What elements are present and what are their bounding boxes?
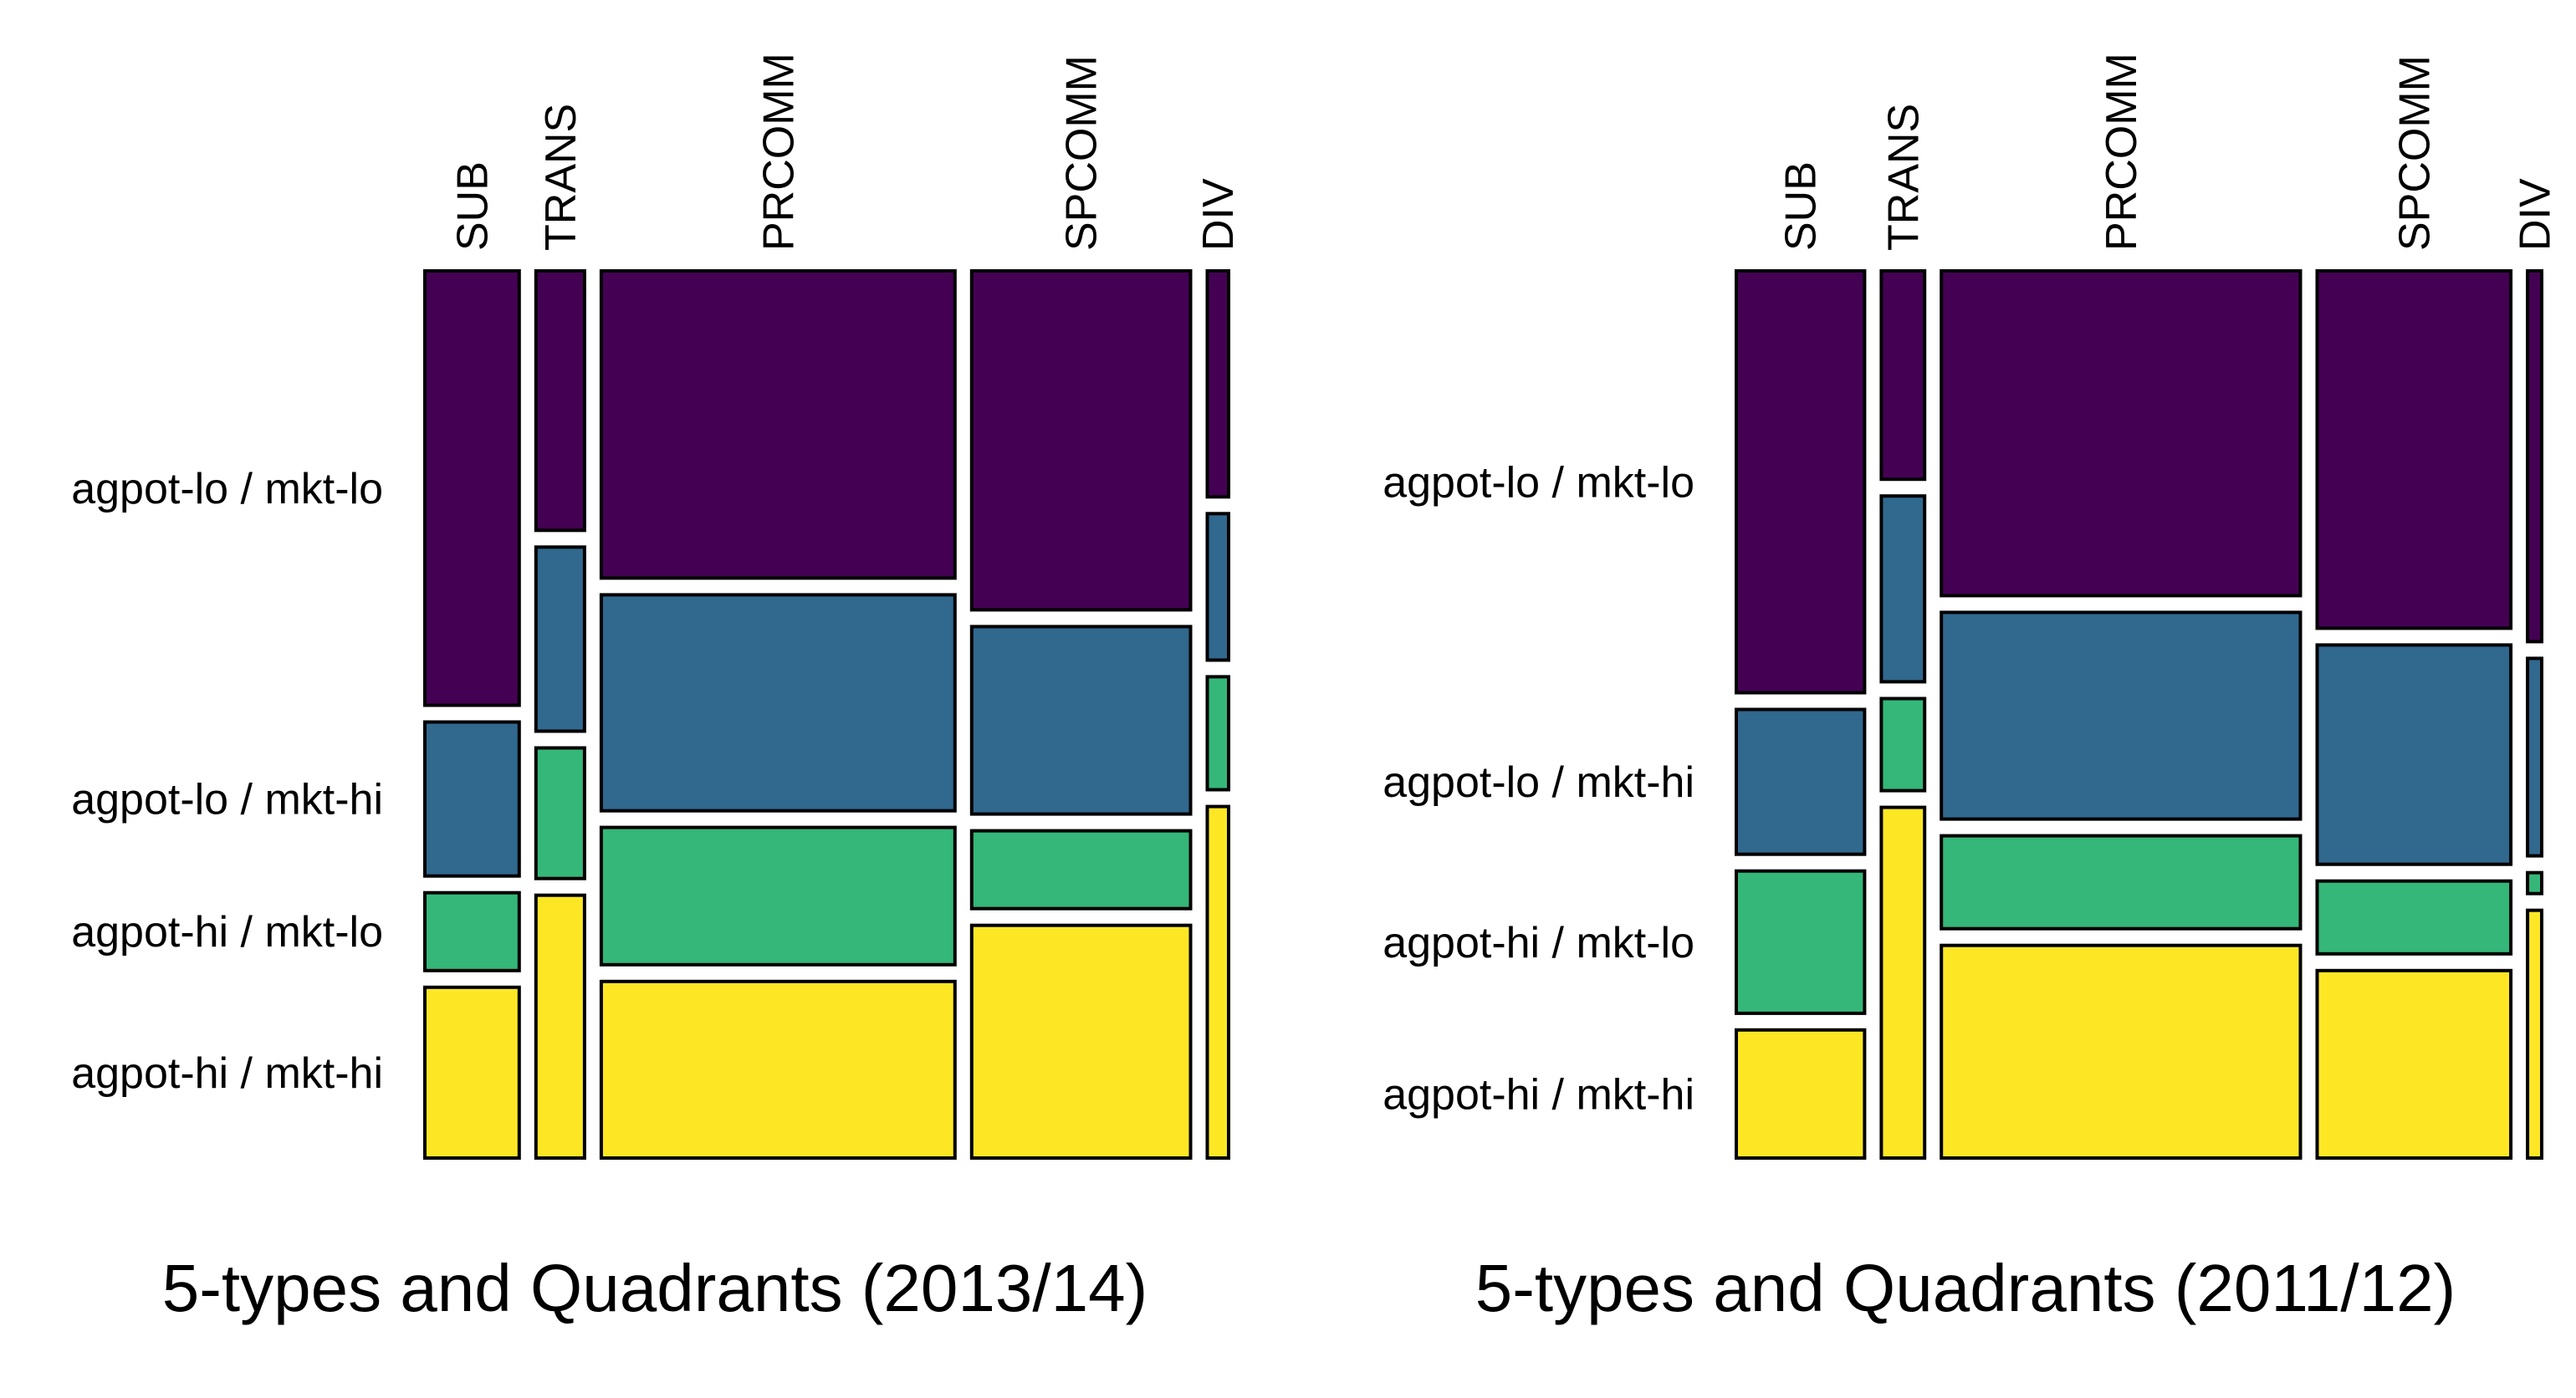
row-label-2: agpot-hi / mkt-lo <box>71 908 383 957</box>
row-label-1: agpot-lo / mkt-hi <box>71 776 383 824</box>
row-label-0: agpot-lo / mkt-lo <box>71 465 383 513</box>
column-label-trans: TRANS <box>1879 104 1928 251</box>
mosaic-tile-trans-0 <box>534 269 586 533</box>
mosaic-tile-sub-0 <box>423 269 521 707</box>
mosaic-tile-prcomm-2 <box>1940 834 2303 931</box>
mosaic-tile-spcomm-3 <box>969 923 1193 1160</box>
mosaic-tile-div-2 <box>2526 870 2544 895</box>
column-label-spcomm: SPCOMM <box>1058 55 1107 251</box>
mosaic-tile-trans-2 <box>1879 696 1927 793</box>
mosaic-tile-sub-2 <box>423 890 521 972</box>
mosaic-tile-div-0 <box>1205 269 1230 499</box>
mosaic-tile-trans-3 <box>1879 805 1927 1160</box>
mosaic-tile-div-0 <box>2526 269 2544 644</box>
mosaic-tile-trans-0 <box>1879 269 1927 482</box>
mosaic-tile-prcomm-3 <box>1940 943 2303 1160</box>
mosaic-panel-2011-12: 5-types and Quadrants (2011/12) SUB TRANS… <box>1383 53 2559 1325</box>
mosaic-tile-prcomm-1 <box>599 593 957 813</box>
mosaic-tile-trans-2 <box>534 746 586 880</box>
column-label-trans: TRANS <box>537 104 585 251</box>
column-label-sub: SUB <box>1777 161 1826 251</box>
mosaic-tile-sub-0 <box>1735 269 1867 695</box>
mosaic-tile-spcomm-1 <box>969 625 1193 816</box>
mosaic-tile-div-3 <box>1205 804 1230 1160</box>
mosaic-tile-spcomm-3 <box>2315 968 2513 1161</box>
row-label-1: agpot-lo / mkt-hi <box>1383 758 1694 807</box>
mosaic-tile-div-2 <box>1205 675 1230 792</box>
mosaic-tile-spcomm-2 <box>969 829 1193 911</box>
mosaic-tile-prcomm-1 <box>1940 610 2303 821</box>
mosaic-tile-spcomm-2 <box>2315 879 2513 956</box>
column-label-sub: SUB <box>448 161 497 251</box>
column-label-div: DIV <box>2512 178 2560 251</box>
mosaic-tile-div-3 <box>2526 908 2544 1160</box>
column-label-prcomm: PRCOMM <box>2098 53 2146 251</box>
mosaic-tile-spcomm-1 <box>2315 643 2513 866</box>
row-label-3: agpot-hi / mkt-hi <box>71 1049 383 1098</box>
mosaic-tile-sub-2 <box>1735 869 1867 1015</box>
mosaic-tile-trans-1 <box>1879 494 1927 684</box>
chart-title-2011-12: 5-types and Quadrants (2011/12) <box>1475 1251 2456 1325</box>
column-label-div: DIV <box>1194 178 1243 251</box>
row-label-3: agpot-hi / mkt-hi <box>1383 1070 1694 1119</box>
chart-title-2013-14: 5-types and Quadrants (2013/14) <box>162 1251 1148 1325</box>
mosaic-tile-prcomm-0 <box>1940 269 2303 598</box>
mosaic-tile-div-1 <box>2526 656 2544 858</box>
row-label-0: agpot-lo / mkt-lo <box>1383 458 1694 507</box>
mosaic-tile-sub-1 <box>423 720 521 878</box>
mosaic-tile-sub-3 <box>423 985 521 1161</box>
mosaic-tile-trans-1 <box>534 545 586 733</box>
column-label-spcomm: SPCOMM <box>2390 55 2439 251</box>
mosaic-tile-trans-3 <box>534 893 586 1160</box>
mosaic-panel-2013-14: 5-types and Quadrants (2013/14) SUB TRANS… <box>71 53 1243 1325</box>
mosaic-tile-prcomm-3 <box>599 979 957 1161</box>
mosaic-tile-prcomm-0 <box>599 269 957 580</box>
mosaic-tile-prcomm-2 <box>599 825 957 967</box>
mosaic-tile-sub-1 <box>1735 707 1867 856</box>
row-label-2: agpot-hi / mkt-lo <box>1383 919 1694 967</box>
mosaic-tile-div-1 <box>1205 512 1230 662</box>
mosaic-tile-sub-3 <box>1735 1028 1867 1161</box>
column-label-prcomm: PRCOMM <box>754 53 803 251</box>
mosaic-tile-spcomm-0 <box>969 269 1193 612</box>
mosaic-tile-spcomm-0 <box>2315 269 2513 630</box>
